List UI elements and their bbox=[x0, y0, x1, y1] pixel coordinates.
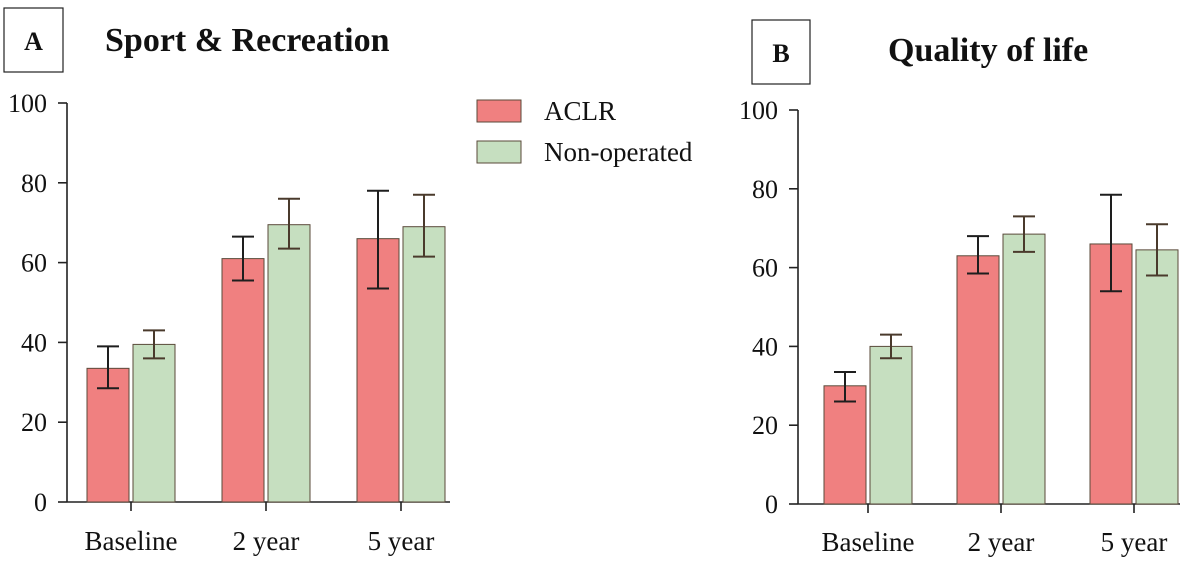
panel-b-title: Quality of life bbox=[888, 32, 1088, 69]
panel-a-title: Sport & Recreation bbox=[105, 22, 390, 59]
y-tick-label: 100 bbox=[739, 96, 778, 125]
y-tick-label: 0 bbox=[34, 488, 47, 517]
y-tick-label: 80 bbox=[21, 169, 47, 198]
x-tick-label: Baseline bbox=[822, 527, 915, 557]
y-tick-label: 20 bbox=[752, 411, 778, 440]
y-tick-label: 80 bbox=[752, 175, 778, 204]
bar-non-operated-baseline bbox=[869, 345, 913, 505]
bar-non-operated-5-year bbox=[1135, 249, 1179, 505]
legend-swatch-aclr bbox=[476, 99, 522, 123]
chart-sport-recreation: 0 20 40 60 80 100 Baseline 2 year 5 year bbox=[8, 89, 450, 556]
y-tick-label: 20 bbox=[21, 408, 47, 437]
y-tick-label: 100 bbox=[8, 89, 47, 118]
x-tick-label: 5 year bbox=[368, 526, 435, 556]
legend-label-aclr: ACLR bbox=[544, 96, 616, 126]
bar-non-operated-2-year bbox=[1002, 233, 1046, 505]
y-tick-label: 40 bbox=[752, 332, 778, 361]
panel-a-letter: A bbox=[24, 27, 43, 56]
panel-b-letter: B bbox=[772, 39, 789, 68]
y-tick-label: 0 bbox=[765, 490, 778, 519]
bar-aclr-baseline bbox=[86, 367, 130, 503]
bar-non-operated-2-year bbox=[267, 224, 311, 503]
panel-a-letter-box bbox=[3, 7, 64, 73]
x-tick-label: Baseline bbox=[85, 526, 178, 556]
x-tick-label: 5 year bbox=[1101, 527, 1168, 557]
x-tick-label: 2 year bbox=[233, 526, 300, 556]
legend-label-non-operated: Non-operated bbox=[544, 137, 693, 167]
bar-aclr-2-year bbox=[956, 255, 1000, 505]
bar-aclr-2-year bbox=[221, 258, 265, 503]
panel-b-letter-box bbox=[751, 19, 811, 85]
legend-swatch-non-operated bbox=[476, 140, 522, 164]
y-tick-label: 40 bbox=[21, 328, 47, 357]
y-tick-label: 60 bbox=[21, 249, 47, 278]
x-tick-label: 2 year bbox=[968, 527, 1035, 557]
bar-aclr-baseline bbox=[823, 385, 867, 505]
y-tick-label: 60 bbox=[752, 254, 778, 283]
bar-non-operated-baseline bbox=[132, 343, 176, 503]
bar-aclr-5-year bbox=[1089, 243, 1133, 505]
chart-quality-of-life: 0 20 40 60 80 100 Baseline 2 year 5 year bbox=[739, 96, 1180, 557]
bar-non-operated-5-year bbox=[402, 226, 446, 503]
